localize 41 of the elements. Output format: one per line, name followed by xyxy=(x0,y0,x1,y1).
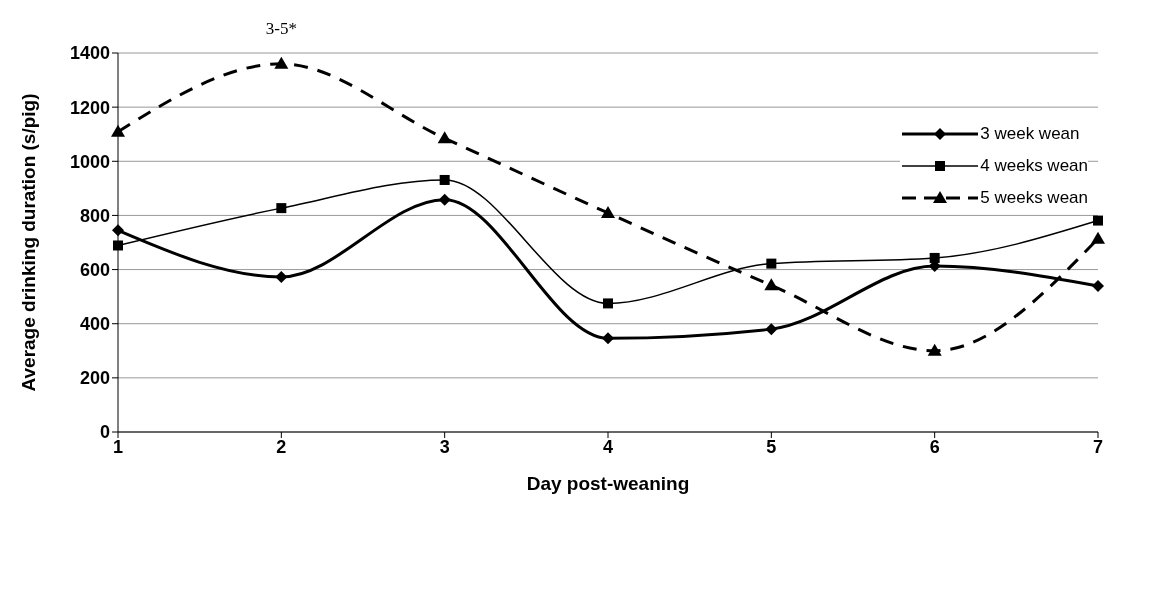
x-tick-label: 5 xyxy=(766,436,777,457)
y-tick-label: 400 xyxy=(79,314,110,335)
y-tick-label: 1000 xyxy=(69,151,110,172)
point xyxy=(764,278,779,291)
annotation: 3-5* xyxy=(265,18,297,38)
y-axis-title: Average drinking duration (s/pig) xyxy=(17,93,39,392)
point xyxy=(112,224,124,237)
x-tick-label: 2 xyxy=(276,436,287,457)
y-tick-label: 200 xyxy=(79,368,110,389)
x-tick-label: 6 xyxy=(929,436,940,457)
point xyxy=(601,205,615,218)
legend-label: 4 weeks wean xyxy=(980,156,1088,176)
x-axis-title: Day post-weaning xyxy=(526,473,690,494)
y-tick-label: 1400 xyxy=(69,43,110,64)
x-tick-label: 4 xyxy=(602,436,614,457)
legend-label: 5 weeks wean xyxy=(980,188,1088,208)
y-tick-label: 1200 xyxy=(69,97,110,118)
x-tick-label: 7 xyxy=(1092,436,1104,457)
y-tick-label: 0 xyxy=(99,422,110,443)
point xyxy=(766,258,777,269)
point xyxy=(111,124,125,137)
x-tick-label: 1 xyxy=(112,436,124,457)
point xyxy=(1093,215,1103,226)
point xyxy=(275,270,288,283)
point xyxy=(437,131,452,144)
point xyxy=(602,332,614,345)
point xyxy=(274,56,289,69)
point xyxy=(603,298,613,309)
legend-label: 3 week wean xyxy=(980,124,1080,144)
point xyxy=(439,174,450,185)
point xyxy=(1091,231,1105,244)
point xyxy=(927,343,942,356)
x-tick-label: 3 xyxy=(439,436,450,457)
point xyxy=(929,252,940,263)
point xyxy=(113,240,123,251)
point xyxy=(765,323,778,336)
y-tick-label: 800 xyxy=(79,205,110,226)
y-tick-label: 600 xyxy=(79,259,110,280)
point xyxy=(276,203,287,214)
point xyxy=(438,193,451,206)
point xyxy=(1092,280,1104,293)
